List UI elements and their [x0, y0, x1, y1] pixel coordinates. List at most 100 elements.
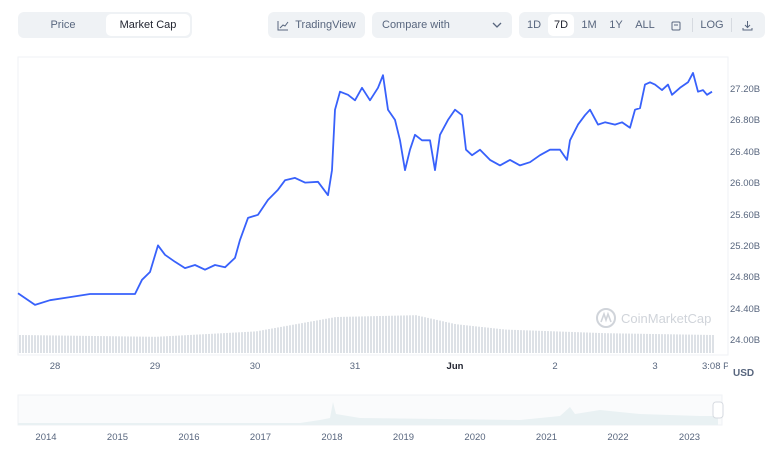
volume-bar: [148, 336, 150, 353]
volume-bar: [454, 323, 456, 353]
volume-bar: [226, 332, 228, 353]
range-1d[interactable]: 1D: [526, 19, 542, 31]
volume-bar: [493, 328, 495, 353]
volume-bar: [142, 336, 144, 353]
calendar-button[interactable]: [662, 14, 690, 36]
volume-bar: [712, 335, 714, 353]
range-all[interactable]: ALL: [635, 19, 655, 31]
volume-bar: [262, 330, 264, 353]
volume-bar: [154, 336, 156, 353]
tab-price[interactable]: Price: [50, 19, 76, 31]
volume-bar: [337, 316, 339, 353]
x-axis-tick: 3:08 PM: [702, 361, 728, 372]
volume-bar: [511, 329, 513, 353]
volume-bar: [646, 333, 648, 353]
volume-bar: [34, 335, 36, 353]
y-axis-tick: 26.40B: [730, 146, 761, 158]
volume-bar: [307, 322, 309, 353]
volume-bar: [637, 333, 639, 353]
volume-bar: [595, 332, 597, 353]
volume-bar: [235, 332, 237, 353]
chevron-down-icon: [492, 22, 502, 28]
volume-bar: [259, 330, 261, 353]
volume-bar: [31, 335, 33, 353]
volume-bar: [607, 333, 609, 353]
volume-bar: [643, 333, 645, 353]
compare-with-select[interactable]: Compare with: [372, 12, 512, 38]
volume-bar: [376, 316, 378, 353]
x-axis-tick: Jun: [446, 361, 464, 372]
volume-bar: [301, 323, 303, 353]
volume-bar: [592, 332, 594, 353]
tab-market-cap[interactable]: Market Cap: [106, 14, 190, 36]
download-icon: [742, 20, 752, 30]
volume-bar: [199, 334, 201, 353]
volume-bar: [181, 335, 183, 353]
navigator-handle[interactable]: [712, 401, 724, 419]
volume-bar: [700, 334, 702, 353]
volume-bar: [706, 334, 708, 353]
volume-bar: [676, 334, 678, 353]
volume-bar: [547, 331, 549, 353]
volume-bar: [88, 335, 90, 353]
volume-bar: [526, 330, 528, 353]
volume-bar: [679, 334, 681, 353]
volume-bar: [187, 335, 189, 353]
volume-bar: [538, 330, 540, 353]
volume-bar: [655, 334, 657, 353]
volume-bar: [334, 317, 336, 353]
volume-bar: [118, 336, 120, 353]
volume-bar: [652, 333, 654, 353]
volume-bar: [244, 331, 246, 353]
y-axis-tick: 26.00B: [730, 178, 761, 190]
volume-bar: [475, 326, 477, 353]
navigator-year-label: 2022: [607, 432, 629, 443]
volume-bar: [451, 323, 453, 353]
volume-bar: [574, 332, 576, 353]
volume-bar: [709, 334, 711, 353]
volume-bar: [139, 336, 141, 353]
range-1y[interactable]: 1Y: [609, 19, 623, 31]
volume-bar: [313, 320, 315, 353]
navigator-year-label: 2020: [464, 432, 486, 443]
volume-bar: [508, 329, 510, 353]
volume-bar: [208, 333, 210, 353]
volume-bar: [556, 331, 558, 353]
volume-bars: [19, 315, 714, 353]
download-button[interactable]: [734, 14, 760, 36]
volume-bar: [130, 336, 132, 353]
volume-bar: [562, 331, 564, 353]
volume-bar: [385, 315, 387, 353]
volume-bar: [268, 329, 270, 353]
calendar-icon: [671, 21, 681, 30]
log-toggle[interactable]: LOG: [700, 19, 724, 31]
volume-bar: [418, 315, 420, 353]
volume-bar: [325, 318, 327, 353]
volume-bar: [211, 333, 213, 353]
volume-bar: [427, 317, 429, 353]
volume-bar: [601, 333, 603, 353]
volume-bar: [175, 335, 177, 353]
volume-bar: [103, 336, 105, 353]
volume-bar: [82, 335, 84, 353]
range-7d[interactable]: 7D: [548, 14, 574, 36]
volume-bar: [166, 336, 168, 353]
volume-bar: [85, 335, 87, 353]
tradingview-button[interactable]: TradingView: [268, 12, 365, 38]
volume-bar: [685, 334, 687, 353]
navigator-year-label: 2014: [35, 432, 57, 443]
volume-bar: [703, 334, 705, 353]
volume-bar: [445, 321, 447, 353]
volume-bar: [340, 316, 342, 353]
range-selector: 1D 7D 1M 1Y ALL LOG: [519, 12, 765, 38]
volume-bar: [682, 334, 684, 353]
volume-bar: [697, 334, 699, 353]
volume-bar: [319, 319, 321, 353]
volume-bar: [97, 336, 99, 353]
range-1m[interactable]: 1M: [581, 19, 597, 31]
volume-bar: [604, 333, 606, 353]
volume-bar: [406, 315, 408, 353]
volume-bar: [22, 335, 24, 353]
volume-bar: [661, 334, 663, 353]
